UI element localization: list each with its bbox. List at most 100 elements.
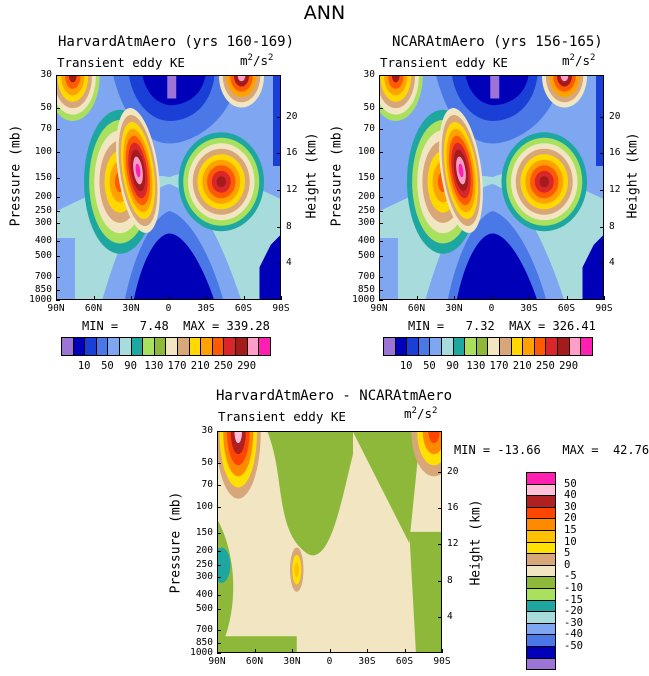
height-tick-label: 16 (286, 147, 298, 159)
contour-min (167, 76, 177, 99)
contour-field (218, 432, 441, 652)
tick-mark (438, 472, 442, 474)
tick-mark (217, 609, 221, 611)
tick-mark (217, 576, 221, 578)
tick-mark (56, 241, 60, 243)
tick-mark (367, 649, 368, 653)
tick-mark (454, 296, 455, 300)
sh-jet-contour (216, 176, 226, 188)
tick-mark (277, 190, 281, 191)
height-axis-label: Height (km) (625, 132, 641, 219)
colorbar-label: 250 (213, 360, 233, 372)
y-axis-label: Pressure (mb) (329, 124, 345, 227)
latitude-tick-label: 90N (370, 303, 388, 314)
tick-mark (600, 263, 604, 265)
colorbar-swatch (580, 337, 593, 356)
tick-mark (329, 649, 331, 653)
colorbar-label: 250 (535, 360, 555, 372)
tick-mark (292, 649, 293, 653)
negative-contour (218, 547, 231, 583)
tick-mark (217, 507, 221, 509)
tick-mark (277, 263, 281, 265)
tick-mark (379, 196, 383, 198)
colorbar-label: -50 (564, 640, 583, 652)
tick-mark (168, 296, 170, 300)
height-axis-label: Height (km) (304, 132, 320, 219)
latitude-tick-label: 0 (165, 303, 172, 314)
tick-mark (379, 107, 383, 109)
tick-mark (379, 152, 383, 154)
tick-mark (217, 565, 221, 567)
sh-strat-contour (560, 76, 569, 82)
height-tick-label: 20 (447, 466, 459, 478)
pressure-tick-label: 100 (357, 146, 375, 158)
panel-title: HarvardAtmAero (yrs 160-169) (58, 34, 295, 50)
pressure-tick-label: 400 (195, 588, 213, 600)
colorbar-label: -40 (564, 628, 583, 641)
height-tick-label: 20 (286, 110, 298, 122)
tick-mark (379, 75, 383, 76)
pressure-tick-label: 300 (195, 570, 213, 582)
tick-mark (379, 255, 383, 257)
colorbar-label: -5 (564, 570, 577, 583)
pressure-tick-label: 1000 (29, 294, 52, 305)
tick-mark (281, 296, 282, 300)
units-label: m2/s2 (404, 406, 438, 422)
height-tick-label: 8 (286, 220, 292, 232)
pressure-tick-label: 850 (34, 283, 52, 295)
tick-mark (56, 222, 60, 224)
tick-mark (217, 532, 221, 534)
negative-contour (409, 531, 441, 652)
tick-mark (379, 241, 383, 243)
latitude-tick-label: 90S (595, 303, 613, 314)
y-axis-label: Pressure (mb) (168, 491, 184, 594)
tick-mark (379, 289, 383, 291)
latitude-tick-label: 30N (283, 656, 301, 667)
latitude-tick-label: 30S (197, 303, 215, 314)
tick-mark (416, 296, 418, 300)
pressure-tick-label: 100 (34, 146, 52, 158)
tick-mark (600, 226, 604, 228)
min-max-stats: MIN = 7.32 MAX = 326.41 (408, 319, 596, 333)
contour-band (582, 235, 603, 299)
tick-mark (379, 277, 383, 279)
height-tick-label: 16 (447, 502, 459, 514)
tick-mark (600, 116, 604, 118)
pressure-tick-label: 850 (195, 636, 213, 648)
contour-band (273, 76, 280, 166)
min-max-stats: MIN = 7.48 MAX = 339.28 (82, 319, 270, 333)
colorbar-label: 30 (564, 500, 577, 513)
tick-mark (438, 580, 442, 582)
pressure-tick-label: 250 (34, 205, 52, 217)
tick-mark (56, 178, 60, 180)
pressure-tick-label: 50 (40, 101, 52, 113)
contour-band (57, 238, 75, 299)
colorbar-label: 15 (564, 524, 577, 536)
tick-mark (56, 211, 60, 213)
pressure-tick-label: 700 (195, 624, 213, 636)
pressure-tick-label: 50 (201, 457, 213, 469)
negative-contour (267, 432, 353, 556)
tick-mark (243, 296, 245, 300)
contour-plot-harvard (56, 75, 281, 300)
pressure-tick-label: 150 (34, 172, 52, 184)
sh-strat-contour (237, 76, 246, 82)
latitude-tick-label: 0 (488, 303, 495, 314)
latitude-tick-label: 60S (234, 303, 253, 314)
colorbar-label: 20 (564, 512, 577, 525)
latitude-tick-label: 60N (84, 303, 103, 314)
negative-contour (353, 432, 421, 543)
tick-mark (217, 642, 221, 644)
pressure-tick-label: 250 (195, 559, 213, 571)
height-tick-label: 12 (447, 538, 459, 550)
colorbar-swatch (258, 337, 271, 356)
tick-mark (56, 152, 60, 154)
latitude-tick-label: 30S (520, 303, 538, 314)
min-max-stats: MIN = -13.66 MAX = 42.76 (454, 443, 649, 457)
nh-strat-contour (391, 76, 400, 83)
colorbar-label: -20 (564, 605, 583, 618)
colorbar-label: 130 (144, 360, 164, 372)
colorbar-label: 290 (559, 360, 579, 372)
colorbar-label: 90 (446, 360, 459, 372)
pressure-tick-label: 1000 (352, 294, 375, 305)
